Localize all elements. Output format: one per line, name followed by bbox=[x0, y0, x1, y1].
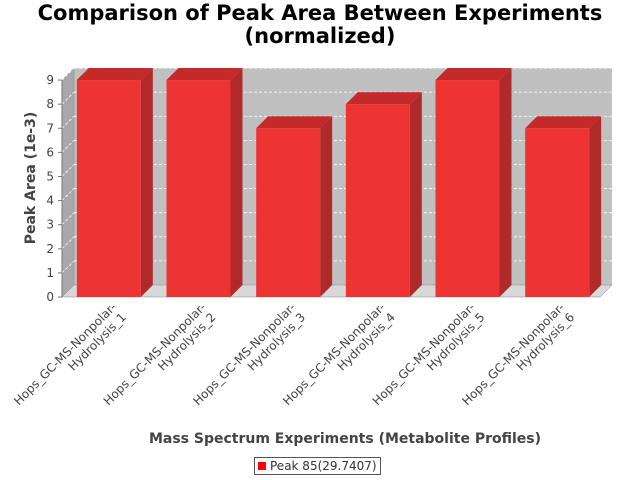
bar-top bbox=[345, 92, 422, 105]
x-tick-label-line: Hops_GC-MS-Nonpolar- bbox=[11, 300, 119, 408]
y-axis-label: Peak Area (1e-3) bbox=[23, 111, 39, 245]
bar-side bbox=[320, 116, 333, 298]
y-tick-label: 6 bbox=[46, 145, 54, 159]
y-tick-label: 1 bbox=[46, 266, 54, 280]
gridline-left bbox=[61, 91, 75, 105]
bar bbox=[166, 68, 243, 297]
chart-title-main: Comparison of Peak Area Between Experime… bbox=[37, 1, 603, 25]
legend: Peak 85(29.7407) bbox=[254, 457, 381, 475]
gridline-left bbox=[61, 67, 75, 81]
bar-top bbox=[435, 68, 512, 81]
bar-top bbox=[256, 116, 333, 129]
plot-back-wall bbox=[74, 68, 612, 285]
chart-title: Comparison of Peak Area Between Experime… bbox=[0, 2, 640, 48]
bar-top bbox=[525, 116, 602, 129]
x-axis-label: Mass Spectrum Experiments (Metabolite Pr… bbox=[148, 431, 542, 447]
bar-side bbox=[499, 68, 512, 297]
y-tick-label: 5 bbox=[46, 169, 54, 183]
legend-swatch bbox=[258, 462, 266, 470]
gridline-left bbox=[61, 236, 75, 250]
bar-side bbox=[140, 68, 153, 297]
x-tick-labels: Hops_GC-MS-Nonpolar-Hydrolysis_1Hops_GC-… bbox=[11, 300, 577, 408]
bar-front bbox=[435, 80, 500, 297]
gridline-left bbox=[61, 140, 75, 153]
bar-front bbox=[525, 128, 590, 297]
bar bbox=[525, 116, 602, 298]
bar-front bbox=[345, 104, 410, 297]
y-tick-label: 9 bbox=[46, 73, 54, 87]
bars bbox=[76, 68, 602, 298]
bar-side bbox=[409, 92, 422, 297]
bar-side bbox=[589, 116, 602, 298]
gridline-left bbox=[61, 164, 75, 177]
bar-side bbox=[230, 68, 243, 297]
y-tick-label: 2 bbox=[46, 242, 54, 256]
y-axis: 0 1 2 3 4 5 6 7 8 9 bbox=[46, 73, 63, 304]
y-tick-label: 7 bbox=[46, 121, 54, 135]
gridline-left bbox=[61, 188, 75, 201]
y-tick-label: 3 bbox=[46, 218, 54, 232]
legend-label: Peak 85(29.7407) bbox=[270, 459, 377, 473]
bar bbox=[345, 92, 422, 297]
bar bbox=[256, 116, 333, 298]
gridline-left bbox=[61, 115, 75, 129]
chart-subtitle: (normalized) bbox=[244, 24, 396, 48]
bar-front bbox=[76, 80, 141, 297]
bar-front bbox=[256, 128, 321, 297]
gridline-left bbox=[61, 260, 75, 274]
bar-top bbox=[166, 68, 243, 81]
bar-top bbox=[76, 68, 153, 81]
bar bbox=[76, 68, 153, 297]
y-tick-label: 8 bbox=[46, 97, 54, 111]
bar-front bbox=[166, 80, 231, 297]
gridline-left bbox=[61, 212, 75, 225]
gridlines bbox=[61, 67, 612, 274]
y-tick-label: 4 bbox=[46, 194, 54, 208]
y-tick-label: 0 bbox=[46, 290, 54, 304]
bar bbox=[435, 68, 512, 297]
